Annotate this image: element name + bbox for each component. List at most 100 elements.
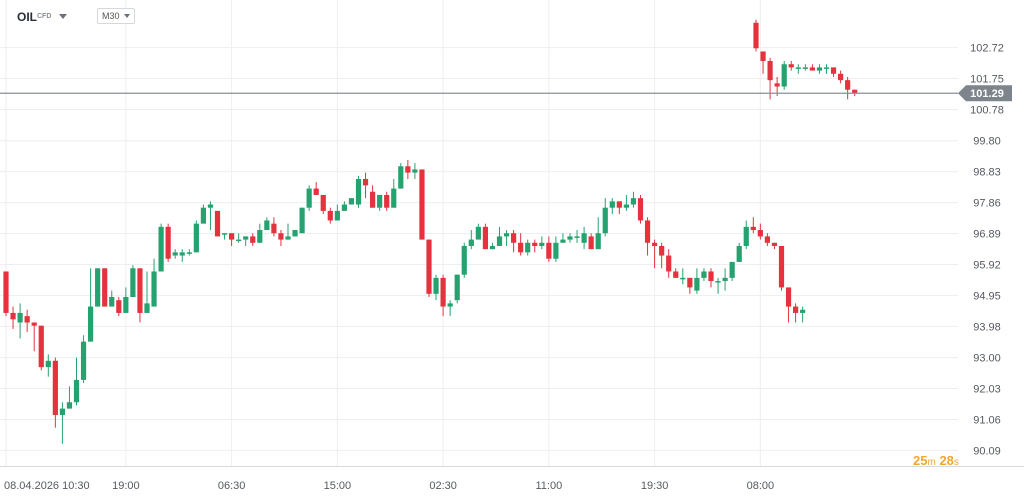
candle [123, 287, 129, 313]
candle-body [10, 312, 16, 320]
candle [419, 169, 425, 240]
countdown-minutes-unit: m [927, 457, 936, 468]
candle-body [736, 245, 742, 262]
candle-body [3, 271, 9, 313]
candle [327, 207, 333, 224]
candle [214, 210, 221, 237]
timeframe-select[interactable]: M30 [97, 8, 135, 24]
candle-body [781, 64, 787, 87]
candle [306, 185, 312, 211]
candle [525, 239, 531, 256]
candle [489, 242, 496, 250]
candle [165, 223, 171, 262]
candle-body [384, 194, 390, 208]
candle-body [461, 245, 467, 275]
chevron-down-icon [123, 14, 130, 18]
candle [80, 335, 87, 384]
candle [767, 57, 773, 100]
candle [816, 64, 823, 74]
candle [760, 51, 766, 74]
candle-body [88, 306, 94, 342]
symbol-dropdown-icon[interactable] [59, 14, 67, 19]
candle [384, 191, 390, 211]
candle [292, 230, 298, 237]
candle-body [398, 166, 404, 189]
candle [553, 236, 559, 262]
candle-body [285, 236, 291, 240]
candle [778, 245, 785, 291]
candle-body [760, 51, 766, 62]
candle [299, 207, 305, 234]
candle-body [482, 226, 488, 250]
candle [781, 61, 787, 90]
candle-body [24, 316, 30, 323]
y-tick-label: 101.75 [970, 74, 1004, 86]
timeframe-value: M30 [102, 11, 120, 21]
candle [743, 220, 749, 250]
candle-body [17, 312, 23, 323]
candle-body [795, 67, 801, 69]
candle-countdown: 25m 28s [913, 453, 959, 468]
candle-body [348, 198, 355, 205]
candle-body [264, 220, 270, 231]
candle [236, 233, 242, 243]
candle [144, 271, 150, 313]
candle-body [412, 169, 418, 173]
candle [623, 194, 629, 211]
candle [116, 296, 122, 317]
candle-body [186, 252, 192, 254]
symbol-name[interactable]: OIL [17, 10, 37, 24]
candle-body [838, 73, 844, 81]
x-tick-label: 08.04.2026 10:30 [4, 480, 90, 492]
candle-body [800, 309, 806, 313]
candle-body [468, 239, 474, 246]
candle-body [59, 408, 65, 415]
candle-body [793, 306, 799, 313]
candle-body [680, 277, 686, 280]
candle [694, 268, 700, 294]
candle [66, 386, 73, 409]
candle [412, 163, 418, 180]
candle [440, 274, 446, 317]
candle-body [306, 188, 312, 208]
candle-body [109, 296, 115, 307]
candle [243, 236, 249, 246]
candle [588, 233, 594, 250]
candle-body [123, 296, 129, 313]
candle [38, 325, 44, 371]
candle-body [595, 233, 601, 250]
candle-body [764, 236, 770, 243]
candle [179, 249, 185, 262]
candle-body [560, 239, 566, 243]
candle [17, 303, 23, 339]
y-tick-label: 94.95 [973, 290, 1001, 302]
candle [729, 261, 735, 282]
candle [830, 67, 837, 77]
candle [574, 230, 580, 243]
candle [539, 236, 545, 250]
candle-body [630, 198, 637, 205]
candle-body [496, 236, 503, 246]
candle [750, 217, 756, 234]
candle-body [539, 242, 545, 246]
candle [320, 194, 326, 215]
candle [793, 303, 799, 323]
candle-body [771, 242, 778, 246]
candle [109, 290, 115, 307]
candle-body [102, 268, 108, 307]
candle [461, 242, 467, 278]
candle-body [666, 255, 672, 272]
candle-body [292, 230, 298, 237]
candle [546, 236, 552, 262]
countdown-minutes: 25 [913, 453, 928, 468]
candle-body [137, 268, 143, 313]
candle [250, 233, 256, 246]
candle-body [708, 271, 714, 282]
y-tick-label: 102.72 [970, 43, 1004, 55]
candle [433, 274, 439, 301]
candle [370, 185, 376, 208]
x-tick-label: 15:00 [324, 480, 352, 492]
candle [221, 233, 228, 240]
candle [229, 233, 235, 246]
